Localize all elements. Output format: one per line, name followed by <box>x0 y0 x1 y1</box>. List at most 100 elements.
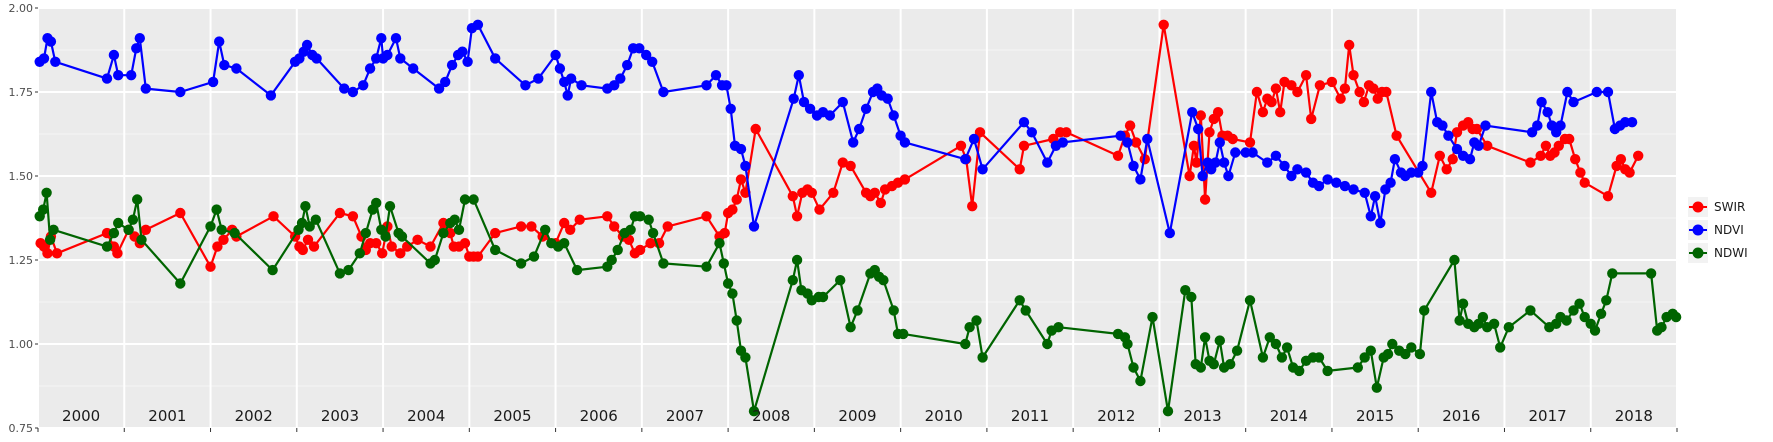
ndwi-point <box>438 227 449 239</box>
ndvi-point <box>748 221 760 232</box>
swir-point <box>140 224 151 235</box>
ndwi-point <box>1322 365 1333 377</box>
ndvi-point <box>395 53 406 64</box>
ndvi-point <box>1279 160 1290 172</box>
swir-point <box>837 157 848 168</box>
ndvi-point <box>899 137 911 148</box>
ndwi-point <box>1568 305 1579 316</box>
ndwi-point <box>44 234 56 245</box>
ndvi-point <box>740 160 751 172</box>
ndwi-point <box>1477 311 1489 323</box>
ndwi-point <box>791 254 803 266</box>
ndwi-point <box>48 224 59 235</box>
ndwi-point <box>643 214 654 225</box>
ndvi-point <box>554 63 566 74</box>
y-tick-label: 0.75 <box>9 422 34 435</box>
year-labels: 2000 2001 2002 2003 2004 2005 2006 2007 2008 2009… <box>62 407 1653 425</box>
ndvi-point <box>472 19 484 30</box>
swir-point <box>701 211 712 222</box>
ndvi-point <box>38 53 50 64</box>
ndwi-point <box>396 231 408 242</box>
swir-point <box>1275 107 1286 118</box>
ndvi-point <box>725 103 736 115</box>
ndwi-point <box>1276 352 1288 363</box>
ndwi-point <box>1503 322 1515 333</box>
ndvi-point <box>533 73 544 84</box>
ndwi-point <box>1014 295 1025 306</box>
swir-point <box>212 241 223 252</box>
swir-point <box>1244 137 1256 148</box>
ndvi-point <box>562 90 573 101</box>
legend: SWIR NDVI NDWI <box>1688 197 1748 263</box>
swir-point <box>1112 150 1124 161</box>
ndvi-point <box>1262 157 1273 168</box>
legend-label-ndwi: NDWI <box>1714 246 1748 260</box>
ndwi-point <box>540 224 551 235</box>
ndvi-point <box>101 73 113 84</box>
ndwi-point <box>1359 352 1370 363</box>
ndvi-point <box>658 86 669 98</box>
ndwi-point <box>727 288 738 299</box>
swir-point <box>402 241 413 252</box>
ndvi-point <box>1214 137 1226 148</box>
ndwi-point <box>1257 352 1269 363</box>
ndvi-point <box>888 110 899 121</box>
ndwi-point <box>1414 348 1426 360</box>
ndvi-point <box>1426 86 1437 98</box>
ndwi-point <box>740 352 751 363</box>
ndvi-point <box>1375 217 1386 229</box>
ndwi-point <box>817 291 829 303</box>
ndvi-point <box>1270 150 1282 161</box>
swir-point <box>1314 80 1326 91</box>
ndvi-point <box>1562 86 1573 98</box>
swir-point <box>791 211 803 222</box>
swir-point <box>1326 76 1338 88</box>
ndwi-point <box>1208 359 1220 370</box>
year-label: 2009 <box>838 407 876 425</box>
ndwi-point <box>101 241 113 252</box>
year-label: 2002 <box>235 407 273 425</box>
swir-point <box>1014 164 1025 175</box>
ndvi-point <box>854 123 865 135</box>
swir-point <box>268 211 279 222</box>
ndwi-point <box>380 231 391 242</box>
ndwi-point <box>354 248 365 259</box>
ndvi-point <box>1339 180 1351 192</box>
swir-point <box>377 248 388 259</box>
y-tick-label: 1.50 <box>9 170 34 183</box>
ndvi-point <box>1193 123 1204 135</box>
swir-point <box>955 140 967 151</box>
ndwi-point <box>1406 342 1417 353</box>
swir-point <box>1391 130 1402 141</box>
ndwi-point <box>1162 406 1174 417</box>
ndwi-point <box>310 214 321 225</box>
ndwi-point <box>1147 311 1158 323</box>
ndvi-point <box>788 93 799 104</box>
ndvi-point <box>214 36 225 47</box>
ndwi-point <box>731 315 742 326</box>
swir-point <box>899 174 911 185</box>
swir-point <box>1553 140 1565 151</box>
swir-point <box>1204 127 1215 138</box>
ndwi-point <box>1601 295 1612 306</box>
ndvi-point <box>804 103 816 115</box>
ndwi-point <box>647 227 659 239</box>
ndwi-point <box>1579 311 1590 323</box>
swir-point <box>602 211 613 222</box>
ndvi-point <box>1247 147 1258 158</box>
ndwi-point <box>1400 348 1411 360</box>
ndvi-point <box>108 49 120 61</box>
ndvi-point <box>457 46 468 57</box>
ndvi-point <box>977 164 988 175</box>
swir-point <box>112 248 123 259</box>
ndwi-point <box>1607 268 1618 279</box>
legend-key-dot <box>1692 224 1704 236</box>
swir-point <box>1633 150 1644 161</box>
swir-point <box>1441 164 1452 175</box>
ndvi-point <box>1135 174 1146 185</box>
swir-point <box>1451 127 1463 138</box>
ndvi-point <box>140 83 151 94</box>
x-axis <box>37 428 1678 432</box>
ndvi-point <box>1532 120 1543 131</box>
